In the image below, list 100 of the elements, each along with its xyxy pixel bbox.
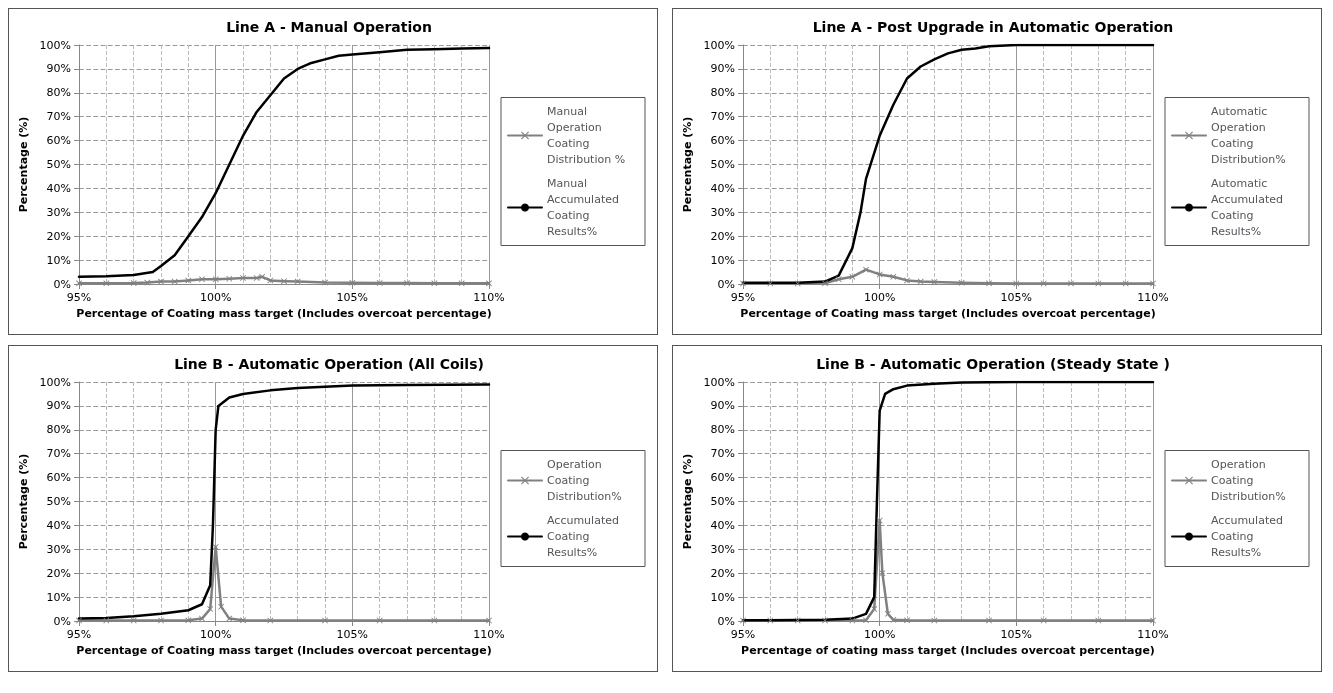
x-tick-label: 95% <box>66 291 92 304</box>
point <box>1068 280 1074 287</box>
point <box>199 615 205 622</box>
x-tick-label: 105% <box>336 628 369 641</box>
point <box>822 617 828 624</box>
x-tick-label: 95% <box>730 628 756 641</box>
y-tick-label: 60% <box>710 134 735 148</box>
y-tick-label: 30% <box>710 542 735 556</box>
x-axis-title: Percentage of coating mass target (Includes overcoat percentage) <box>741 644 1155 657</box>
point <box>958 279 965 286</box>
y-tick-label: 60% <box>710 471 735 485</box>
point <box>904 277 910 284</box>
point <box>904 617 910 624</box>
x-tick-label: 110% <box>1137 628 1169 641</box>
point <box>931 279 938 286</box>
point <box>199 276 205 283</box>
x-tick-label: 100% <box>199 291 232 304</box>
y-tick-label: 40% <box>710 181 735 195</box>
chart-title: Line B - Automatic Operation (Steady State ) <box>816 356 1170 372</box>
x-tick-label: 105% <box>1000 291 1033 304</box>
chart-title: Line A - Manual Operation <box>226 19 432 35</box>
point <box>871 606 878 613</box>
x-tick-label: 95% <box>66 628 92 641</box>
y-tick-label: 20% <box>710 566 735 580</box>
x-tick-label: 110% <box>473 291 505 304</box>
y-tick-label: 90% <box>46 62 71 76</box>
point <box>822 280 828 287</box>
point <box>212 543 219 550</box>
point <box>376 280 383 287</box>
x-tick-label: 95% <box>730 291 756 304</box>
y-tick-label: 90% <box>46 399 71 413</box>
y-tick-label: 60% <box>46 471 71 485</box>
y-tick-label: 100% <box>703 375 735 389</box>
y-tick-label: 60% <box>46 134 71 148</box>
point <box>322 617 328 624</box>
point <box>281 278 287 285</box>
y-tick-label: 80% <box>46 86 71 100</box>
x-tick-label: 110% <box>1137 291 1169 304</box>
point <box>322 279 328 286</box>
legend-label: Operation Coating Distribution% <box>547 458 622 503</box>
y-tick-label: 80% <box>46 423 71 437</box>
y-tick-label: 10% <box>710 590 735 604</box>
x-axis-title: Percentage of Coating mass target (Includes overcoat percentage) <box>76 644 492 657</box>
point <box>158 278 164 285</box>
point <box>349 279 356 286</box>
point <box>212 276 219 283</box>
y-axis-title: Percentage (%) <box>16 116 30 213</box>
x-tick-label: 105% <box>1000 628 1033 641</box>
point <box>863 617 869 624</box>
x-tick-label: 100% <box>863 291 896 304</box>
y-tick-label: 100% <box>703 38 735 52</box>
y-tick-label: 10% <box>46 253 71 267</box>
y-tick-label: 40% <box>710 518 735 532</box>
point <box>890 273 897 280</box>
y-tick-label: 100% <box>39 375 71 389</box>
y-tick-label: 80% <box>710 86 735 100</box>
legend-label: Accumulated Coating Results% <box>547 514 623 559</box>
legend-label: Manual Accumulated Coating Results% <box>547 177 623 238</box>
y-tick-label: 20% <box>46 229 71 243</box>
y-tick-label: 10% <box>46 590 71 604</box>
y-axis-title: Percentage (%) <box>680 116 694 213</box>
line-series <box>77 46 491 279</box>
point <box>986 617 992 624</box>
y-axis-title: Percentage (%) <box>680 453 694 550</box>
point <box>240 275 246 282</box>
y-tick-label: 100% <box>39 38 71 52</box>
x-tick-label: 100% <box>199 628 232 641</box>
point <box>218 603 225 610</box>
x-tick-label: 100% <box>863 628 896 641</box>
y-tick-label: 0% <box>53 614 71 628</box>
point <box>884 610 891 617</box>
y-tick-label: 70% <box>46 110 71 124</box>
y-tick-label: 50% <box>46 495 71 508</box>
y-tick-label: 90% <box>710 399 735 413</box>
y-tick-label: 0% <box>717 614 735 628</box>
x-tick-label: 110% <box>473 628 505 641</box>
chart-title: Line B - Automatic Operation (All Coils) <box>174 356 484 372</box>
y-tick-label: 50% <box>710 158 735 171</box>
point <box>158 617 164 624</box>
point <box>863 266 869 273</box>
y-tick-label: 20% <box>710 229 735 243</box>
point <box>835 276 842 283</box>
y-tick-label: 70% <box>710 110 735 124</box>
y-tick-label: 90% <box>710 62 735 76</box>
y-tick-label: 70% <box>46 447 71 461</box>
point <box>226 275 233 282</box>
point <box>259 273 266 280</box>
legend-label: Manual Operation Coating Distribution % <box>547 105 626 166</box>
y-tick-label: 30% <box>46 542 71 556</box>
legend-label: Automatic Accumulated Coating Results% <box>1211 177 1287 238</box>
y-tick-label: 50% <box>710 495 735 508</box>
y-axis-title: Percentage (%) <box>16 453 30 550</box>
legend-label: Accumulated Coating Results% <box>1211 514 1287 559</box>
legend-label: Operation Coating Distribution% <box>1211 458 1286 503</box>
x-tick-label: 105% <box>336 291 369 304</box>
y-tick-label: 80% <box>710 423 735 437</box>
y-tick-label: 40% <box>46 181 71 195</box>
point <box>130 280 137 287</box>
point <box>986 280 992 287</box>
point <box>253 275 260 282</box>
